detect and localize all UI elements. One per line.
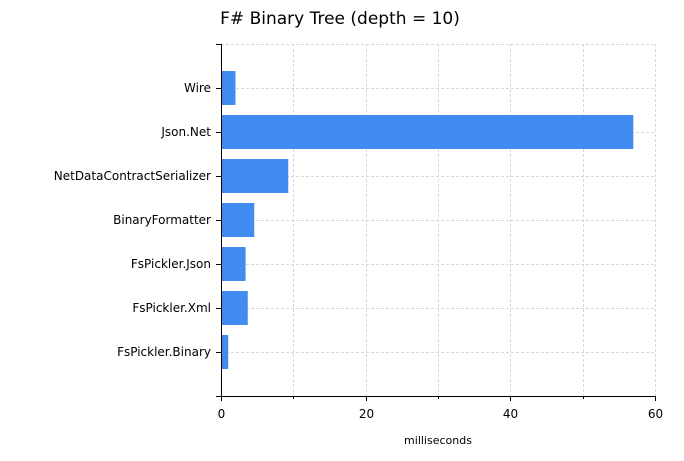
- bar-fspickler-binary: [222, 335, 229, 369]
- x-tick-label: 0: [218, 407, 226, 421]
- bar-wire: [222, 71, 236, 105]
- category-label: Json.Net: [160, 125, 211, 139]
- bar-fspickler-json: [222, 247, 246, 281]
- x-tick-label: 60: [648, 407, 663, 421]
- bar-fspickler-xml: [222, 291, 248, 325]
- axes-layer: [216, 44, 656, 401]
- bar-json-net: [222, 115, 634, 149]
- grid-layer: [221, 44, 656, 396]
- bar-binaryformatter: [222, 203, 255, 237]
- x-axis-label: milliseconds: [404, 434, 472, 447]
- category-label: FsPickler.Binary: [117, 345, 211, 359]
- bar-netdatacontractserializer: [222, 159, 289, 193]
- x-tick-label: 20: [359, 407, 374, 421]
- category-label: FsPickler.Json: [131, 257, 211, 271]
- category-label: Wire: [184, 81, 211, 95]
- x-tick-label: 40: [503, 407, 518, 421]
- chart-title: F# Binary Tree (depth = 10): [220, 9, 460, 29]
- category-label: NetDataContractSerializer: [54, 169, 211, 183]
- bars-layer: [222, 71, 634, 369]
- labels-layer: Wire Json.Net NetDataContractSerializer Bin…: [54, 81, 663, 421]
- category-label: BinaryFormatter: [113, 213, 211, 227]
- category-label: FsPickler.Xml: [132, 301, 211, 315]
